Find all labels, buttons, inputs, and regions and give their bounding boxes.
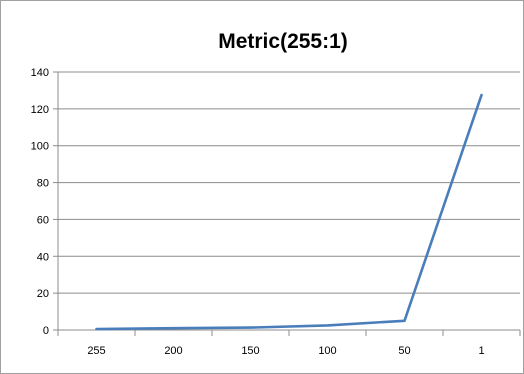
y-tick-label-140: 140 xyxy=(31,67,49,79)
x-tick-label-50: 50 xyxy=(398,345,410,357)
y-tick-label-0: 0 xyxy=(43,325,49,337)
gridlines xyxy=(58,71,520,294)
y-tick-label-80: 80 xyxy=(37,178,49,190)
chart-title: Metric(255:1) xyxy=(218,30,348,53)
y-tick-label-40: 40 xyxy=(37,251,49,263)
x-tick-label-150: 150 xyxy=(241,345,259,357)
y-tick-label-20: 20 xyxy=(37,288,49,300)
y-axis-ticks: 0 20 40 60 80 100 120 140 xyxy=(31,67,58,337)
x-tick-label-200: 200 xyxy=(164,345,182,357)
x-tick-label-255: 255 xyxy=(87,345,105,357)
series-group xyxy=(95,93,483,331)
series-line-0 xyxy=(95,93,483,331)
x-axis xyxy=(57,72,520,331)
y-tick-label-60: 60 xyxy=(37,214,49,226)
x-axis-ticks: 255 200 150 100 50 1 xyxy=(57,330,521,357)
y-tick-label-120: 120 xyxy=(31,104,49,116)
x-tick-label-100: 100 xyxy=(318,345,336,357)
y-tick-label-100: 100 xyxy=(31,141,49,153)
x-tick-label-1: 1 xyxy=(478,345,484,357)
